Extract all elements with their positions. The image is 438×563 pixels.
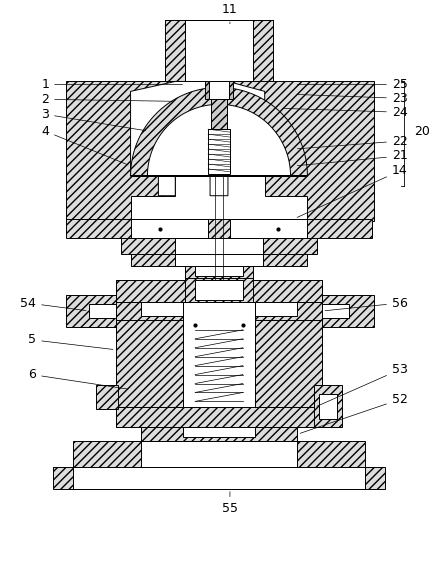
Bar — [116, 302, 183, 320]
Text: 56: 56 — [325, 297, 408, 311]
Text: 53: 53 — [317, 363, 408, 406]
Bar — [116, 280, 322, 302]
Bar — [195, 280, 243, 300]
Text: 22: 22 — [297, 135, 408, 149]
Polygon shape — [131, 87, 307, 176]
Text: 24: 24 — [283, 106, 408, 119]
Bar — [96, 385, 118, 409]
Bar — [255, 280, 322, 427]
Bar — [208, 129, 230, 174]
Bar — [211, 99, 227, 129]
Text: 52: 52 — [300, 393, 408, 434]
Bar — [195, 266, 243, 276]
Polygon shape — [66, 82, 210, 221]
Bar — [73, 467, 365, 489]
Bar — [66, 218, 372, 239]
Bar — [175, 239, 263, 254]
Bar — [255, 302, 297, 316]
Text: 1: 1 — [41, 78, 183, 91]
Bar — [116, 408, 322, 427]
Polygon shape — [131, 82, 265, 196]
Text: 14: 14 — [297, 164, 408, 217]
Bar — [183, 302, 255, 408]
Polygon shape — [148, 104, 290, 176]
Text: 6: 6 — [28, 368, 128, 389]
Bar — [131, 254, 307, 266]
Text: 20: 20 — [414, 124, 430, 137]
Bar — [141, 441, 297, 467]
Bar — [120, 239, 318, 254]
Bar — [66, 295, 116, 327]
Text: 4: 4 — [41, 124, 128, 165]
Bar — [183, 427, 255, 437]
Bar — [141, 427, 297, 441]
Bar — [322, 295, 374, 327]
Bar — [73, 441, 365, 467]
Text: 21: 21 — [297, 149, 408, 166]
Text: 25: 25 — [297, 78, 408, 91]
Bar — [322, 304, 349, 318]
Bar — [175, 254, 263, 266]
Bar — [116, 280, 183, 427]
Text: 2: 2 — [41, 93, 173, 106]
Bar — [255, 302, 322, 320]
Bar — [185, 278, 253, 302]
Text: 11: 11 — [222, 3, 238, 24]
Bar — [209, 82, 229, 99]
Bar — [230, 218, 307, 239]
Text: 55: 55 — [222, 491, 238, 515]
Bar — [205, 82, 233, 99]
Polygon shape — [228, 82, 374, 221]
Bar — [141, 302, 183, 316]
Bar — [89, 304, 116, 318]
Text: 23: 23 — [297, 92, 408, 105]
Bar — [165, 20, 273, 82]
Text: 3: 3 — [41, 108, 146, 131]
Bar — [185, 20, 253, 82]
Bar — [314, 385, 342, 427]
Text: 54: 54 — [20, 297, 86, 311]
Text: 5: 5 — [28, 333, 113, 350]
Bar — [185, 266, 253, 280]
Bar — [319, 395, 337, 419]
Bar — [53, 467, 385, 489]
Bar — [131, 218, 208, 239]
